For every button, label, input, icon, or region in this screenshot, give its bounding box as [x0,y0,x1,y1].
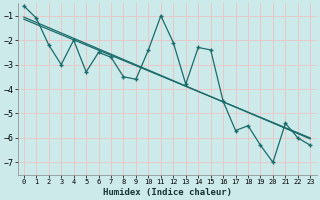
X-axis label: Humidex (Indice chaleur): Humidex (Indice chaleur) [103,188,232,197]
